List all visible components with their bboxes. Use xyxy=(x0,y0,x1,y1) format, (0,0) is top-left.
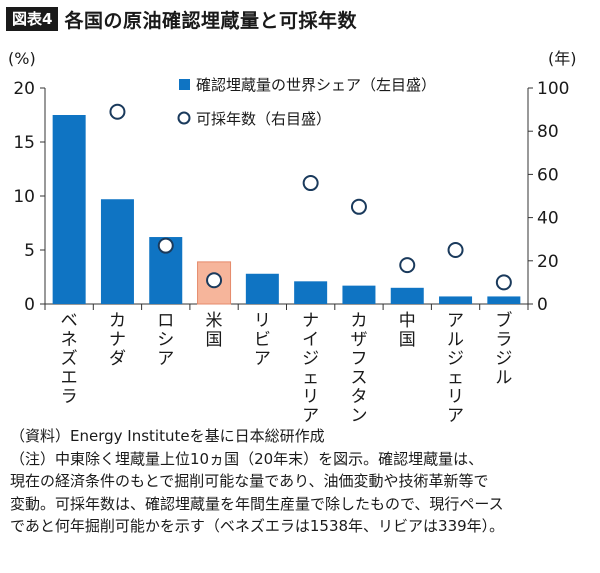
left-tick-label: 5 xyxy=(24,241,35,261)
right-tick-label: 60 xyxy=(537,165,559,185)
scatter-point xyxy=(109,103,126,120)
bar xyxy=(245,273,279,304)
category-label: カナダ xyxy=(109,311,126,369)
category-label: ベネズエラ xyxy=(61,311,78,407)
category-label: ナイジェリア xyxy=(302,311,319,425)
figure-title: 各国の原油確認埋蔵量と可採年数 xyxy=(64,9,357,32)
note-line: であと何年掘削可能かを示す（ベネズエラは1538年、リビアは339年）。 xyxy=(10,517,505,535)
scatter-point xyxy=(447,242,464,258)
scatter-point xyxy=(350,198,367,215)
right-tick-label: 20 xyxy=(537,252,559,272)
category-label: 米国 xyxy=(206,311,223,350)
note-line: （注）中東除く埋蔵量上位10ヵ国（20年末）を図示。確認埋蔵量は、 xyxy=(10,449,484,468)
bar xyxy=(390,287,424,304)
legend-bar-swatch xyxy=(179,79,190,90)
left-tick-label: 15 xyxy=(13,133,35,153)
bar xyxy=(439,296,473,304)
legend-marker-swatch xyxy=(177,111,191,125)
left-axis-unit: (%) xyxy=(8,49,36,68)
scatter-point xyxy=(206,272,223,289)
chart: 0 5 10 15 20 0 20 40 60 80 100 (%) (年) ベネズエラ カナダ ロシア 米国リ… xyxy=(8,49,577,425)
bar xyxy=(100,199,134,304)
category-label: 中国 xyxy=(399,311,416,350)
right-tick-label: 40 xyxy=(537,209,559,229)
source-note: （資料）Energy Instituteを基に日本総研作成 xyxy=(10,427,325,445)
scatter-point xyxy=(495,274,512,291)
category-label: ブラジル xyxy=(495,310,512,388)
legend-bar-label: 確認埋蔵量の世界シェア（左目盛） xyxy=(196,76,436,94)
bar xyxy=(342,285,376,304)
category-label: カザフスタン xyxy=(350,311,367,425)
bar xyxy=(294,281,328,304)
scatter-point xyxy=(399,257,416,274)
bar xyxy=(487,296,521,304)
right-tick-label: 80 xyxy=(537,122,559,142)
right-tick-label: 100 xyxy=(537,79,569,99)
note-line: 変動。可採年数は、確認埋蔵量を年間生産量で除したもので、現行ペース xyxy=(10,494,504,513)
right-axis-unit: (年) xyxy=(548,49,577,68)
figure-badge: 図表4 xyxy=(6,7,59,31)
left-tick-label: 20 xyxy=(13,79,35,99)
legend-marker-label: 可採年数（右目盛） xyxy=(196,110,331,128)
note-line: 現在の経済条件のもとで掘削可能な量であり、油価変動や技術革新等で xyxy=(10,472,489,490)
category-label: アルジェリア xyxy=(447,311,464,425)
notes: （資料）Energy Instituteを基に日本総研作成 （注）中東除く埋蔵量… xyxy=(10,425,595,538)
category-label: ロシア xyxy=(157,311,174,369)
right-tick-label: 0 xyxy=(537,295,548,315)
left-tick-label: 0 xyxy=(24,295,35,315)
figure-header: 図表4 各国の原油確認埋蔵量と可採年数 xyxy=(6,6,357,32)
category-label: リビア xyxy=(254,311,271,369)
scatter-point xyxy=(302,175,319,192)
scatter-point xyxy=(157,237,174,254)
left-tick-label: 10 xyxy=(13,187,35,207)
bar xyxy=(52,115,86,304)
